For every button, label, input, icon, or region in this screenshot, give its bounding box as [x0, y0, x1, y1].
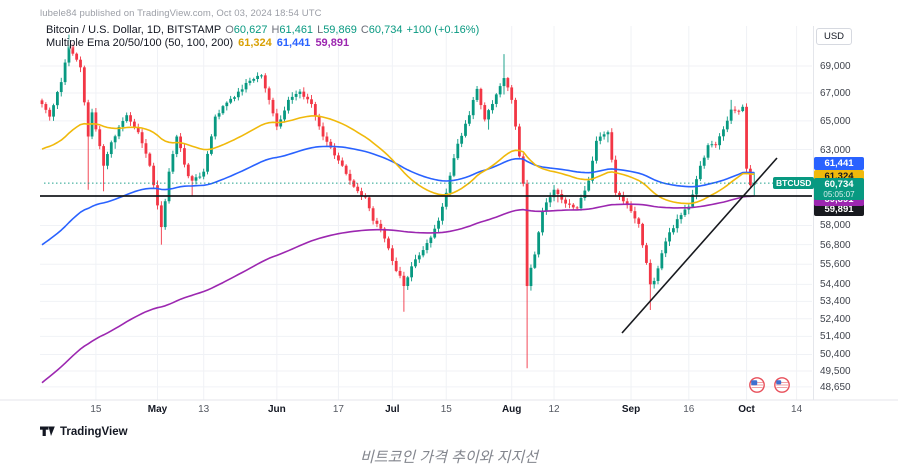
instrument-logos: [748, 376, 800, 399]
price-tick-label: 55,600: [820, 259, 851, 271]
attribution-text: lubele84 published on TradingView.com, O…: [40, 8, 322, 19]
grid-lines: [0, 26, 898, 401]
price-tick-label: 56,800: [820, 239, 851, 251]
time-tick-label: 17: [332, 404, 344, 415]
price-tick-label: 48,650: [820, 381, 851, 393]
change-value: +100 (+0.16%): [406, 24, 480, 36]
tradingview-icon: [40, 426, 55, 436]
candlestick-series: [40, 34, 756, 369]
ohlc-value: 60,627: [233, 24, 268, 36]
time-tick-label: Sep: [621, 404, 641, 415]
time-tick-label: 14: [791, 404, 803, 415]
symbol-legend-row[interactable]: Bitcoin / U.S. Dollar, 1D, BITSTAMP O60,6…: [46, 24, 479, 37]
btc-coin-icon: [749, 377, 765, 393]
ohlc-value: 59,869: [323, 24, 357, 36]
symbol-tag: BTCUSD: [773, 177, 815, 189]
support-price-label: 59,891: [814, 203, 864, 216]
ascending-trendline[interactable]: [621, 157, 778, 334]
indicator-value: 59,891: [315, 37, 350, 49]
price-tick-label: 54,400: [820, 279, 851, 291]
price-tick-label: 53,400: [820, 296, 851, 308]
ohlc-value: 60,734: [368, 24, 403, 36]
symbol-title[interactable]: Bitcoin / U.S. Dollar, 1D, BITSTAMP: [46, 24, 222, 36]
tradingview-logo-text: TradingView: [60, 425, 128, 438]
currency-button[interactable]: USD: [816, 28, 852, 45]
time-tick-label: 13: [198, 404, 210, 415]
price-tick-label: 69,000: [820, 61, 851, 72]
indicator-title[interactable]: Multiple Ema 20/50/100 (50, 100, 200): [46, 37, 234, 49]
price-tick-label: 63,000: [820, 144, 851, 156]
time-tick-label: 12: [548, 404, 560, 415]
ema-50-line[interactable]: [41, 115, 755, 205]
indicator-legend-row[interactable]: Multiple Ema 20/50/100 (50, 100, 200) 61,…: [46, 37, 479, 50]
chart-canvas[interactable]: [0, 0, 898, 440]
chart-legend: Bitcoin / U.S. Dollar, 1D, BITSTAMP O60,6…: [46, 24, 479, 50]
ema-200-line[interactable]: [41, 195, 755, 384]
ohlc-letter: O: [225, 24, 234, 36]
time-tick-label: Oct: [738, 404, 755, 415]
indicator-value: 61,441: [276, 37, 311, 49]
ohlc-letter: C: [360, 24, 369, 36]
ema100-price-label: 61,441: [814, 157, 864, 170]
price-tick-label: 49,500: [820, 365, 851, 377]
price-tick-label: 52,400: [820, 313, 851, 325]
time-tick-label: Jul: [385, 404, 400, 415]
time-tick-label: 15: [440, 404, 452, 415]
ohlc-value: 61,461: [279, 24, 314, 36]
last-price-label: 60,734 05:05:07: [814, 178, 864, 200]
price-tick-label: 50,400: [820, 349, 851, 361]
time-tick-label: May: [147, 404, 168, 415]
time-tick-label: Jun: [267, 404, 286, 415]
price-tick-label: 51,400: [820, 331, 851, 343]
ohlc-letter: H: [271, 24, 280, 36]
caption-text: 비트코인 가격 추이와 지지선: [359, 449, 539, 466]
time-tick-label: 16: [683, 404, 695, 415]
usd-flag-icon: [774, 377, 790, 393]
price-tick-label: 65,000: [820, 115, 851, 127]
time-tick-label: 15: [90, 404, 102, 415]
time-tick-label: Aug: [501, 404, 522, 415]
indicator-value: 61,324: [238, 37, 272, 49]
ohlc-letter: L: [317, 24, 324, 36]
tradingview-logo[interactable]: TradingView: [40, 424, 128, 439]
price-tick-label: 58,000: [820, 220, 851, 232]
price-tick-label: 67,000: [820, 88, 851, 99]
bar-countdown: 05:05:07: [823, 189, 855, 199]
ema-100-line[interactable]: [41, 145, 755, 246]
